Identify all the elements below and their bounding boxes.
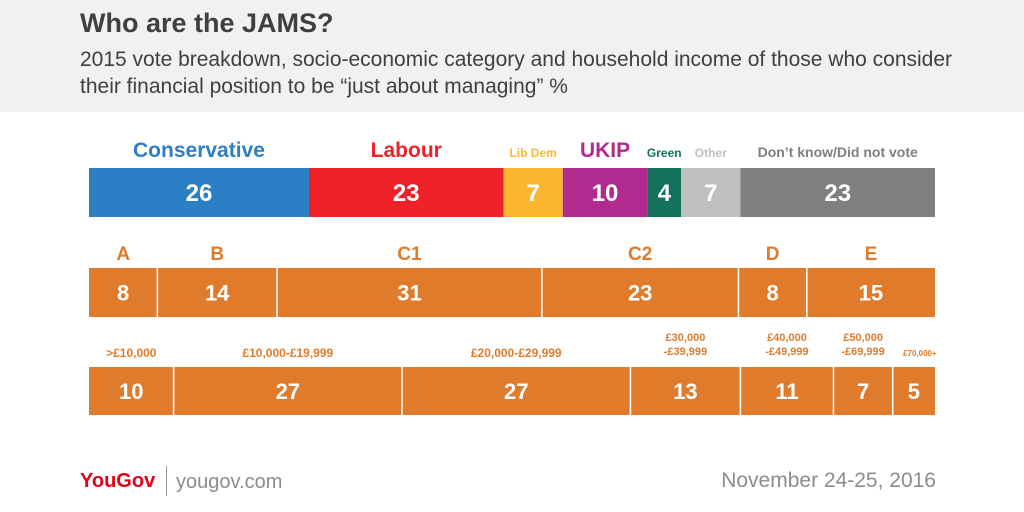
stacked-bar-chart: 26 Conservative 23 Labour 7 Lib Dem 10 UKIP 4 Gre… <box>89 139 937 415</box>
yougov-logo: YouGov <box>80 470 156 492</box>
category-label-labour: Labour <box>371 139 442 162</box>
value-label-vote-conservative: 26 <box>186 180 213 207</box>
value-label-income-70-000: 5 <box>908 379 920 404</box>
value-label-socio-economic-c1: 31 <box>397 280 421 305</box>
value-label-vote-don-t-know-did-not-vote: 23 <box>824 180 851 207</box>
value-label-socio-economic-e: 15 <box>859 280 883 305</box>
category-label-income-40-000-49-999: £40,000 -£49,999 <box>765 332 808 358</box>
category-label-c2: C2 <box>628 244 652 265</box>
value-label-income-30-000-39-999: 13 <box>673 379 697 404</box>
bar-vote-lib-dem <box>503 168 563 217</box>
yougov-url: yougov.com <box>176 471 283 493</box>
bar-socio-economic-b <box>157 268 277 317</box>
bar-income-40-000-49-999 <box>740 367 834 415</box>
category-label-income-30-000-39-999: £30,000 -£39,999 <box>664 332 707 358</box>
value-label-vote-ukip: 10 <box>592 180 619 207</box>
bar-vote-labour <box>308 168 504 217</box>
category-label-conservative: Conservative <box>133 139 265 162</box>
value-label-socio-economic-a: 8 <box>117 280 129 305</box>
value-label-vote-green: 4 <box>658 180 672 207</box>
value-label-vote-other: 7 <box>704 180 717 207</box>
bar-vote-ukip <box>562 168 648 217</box>
value-label-income-10-000: 10 <box>119 379 143 404</box>
bar-socio-economic-c1 <box>277 268 542 317</box>
bar-income-10-000-19-999 <box>173 367 403 415</box>
chart-title: Who are the JAMS? <box>80 8 334 38</box>
value-label-socio-economic-c2: 23 <box>628 280 652 305</box>
category-label-a: A <box>116 244 130 265</box>
footer-divider <box>166 466 167 496</box>
bar-vote-green <box>647 168 682 217</box>
category-label-other: Other <box>695 146 727 160</box>
category-label-income-10-000: >£10,000 <box>106 346 157 360</box>
category-label-e: E <box>865 244 878 265</box>
category-label-c1: C1 <box>397 244 422 265</box>
chart-subtitle: 2015 vote breakdown, socio-economic cate… <box>80 48 953 98</box>
value-label-vote-labour: 23 <box>393 180 420 207</box>
category-label-income-10-000-19-999: £10,000-£19,999 <box>242 346 333 360</box>
bar-socio-economic-d <box>738 268 807 317</box>
category-label-b: B <box>210 244 224 265</box>
category-label-income-70-000: £70,000+ <box>903 349 937 358</box>
value-label-income-50-000-69-999: 7 <box>857 379 869 404</box>
bar-income-10-000 <box>89 367 174 415</box>
category-label-green: Green <box>647 146 682 160</box>
bar-socio-economic-c2 <box>541 268 739 317</box>
bar-vote-don-t-know-did-not-vote <box>740 168 935 217</box>
header-band: Who are the JAMS? 2015 vote breakdown, s… <box>0 0 1024 112</box>
value-label-socio-economic-d: 8 <box>767 280 779 305</box>
bar-income-70-000 <box>892 367 935 415</box>
bar-income-30-000-39-999 <box>630 367 741 415</box>
category-label-income-50-000-69-999: £50,000 -£69,999 <box>841 332 884 358</box>
bar-socio-economic-e <box>806 268 935 317</box>
value-label-income-10-000-19-999: 27 <box>276 379 300 404</box>
value-label-income-20-000-29-999: 27 <box>504 379 528 404</box>
category-label-income-20-000-29-999: £20,000-£29,999 <box>471 346 562 360</box>
bar-socio-economic-a <box>89 268 158 317</box>
value-label-socio-economic-b: 14 <box>205 280 230 305</box>
category-label-ukip: UKIP <box>580 139 630 162</box>
bar-income-20-000-29-999 <box>402 367 631 415</box>
value-label-vote-lib-dem: 7 <box>526 180 539 207</box>
bar-income-50-000-69-999 <box>833 367 893 415</box>
category-label-lib-dem: Lib Dem <box>509 146 556 160</box>
survey-date: November 24-25, 2016 <box>721 469 936 492</box>
category-label-d: D <box>766 244 780 265</box>
bar-vote-other <box>681 168 741 217</box>
category-label-don-t-know-did-not-vote: Don’t know/Did not vote <box>758 144 918 160</box>
bar-vote-conservative <box>89 168 309 217</box>
value-label-income-40-000-49-999: 11 <box>775 379 798 404</box>
